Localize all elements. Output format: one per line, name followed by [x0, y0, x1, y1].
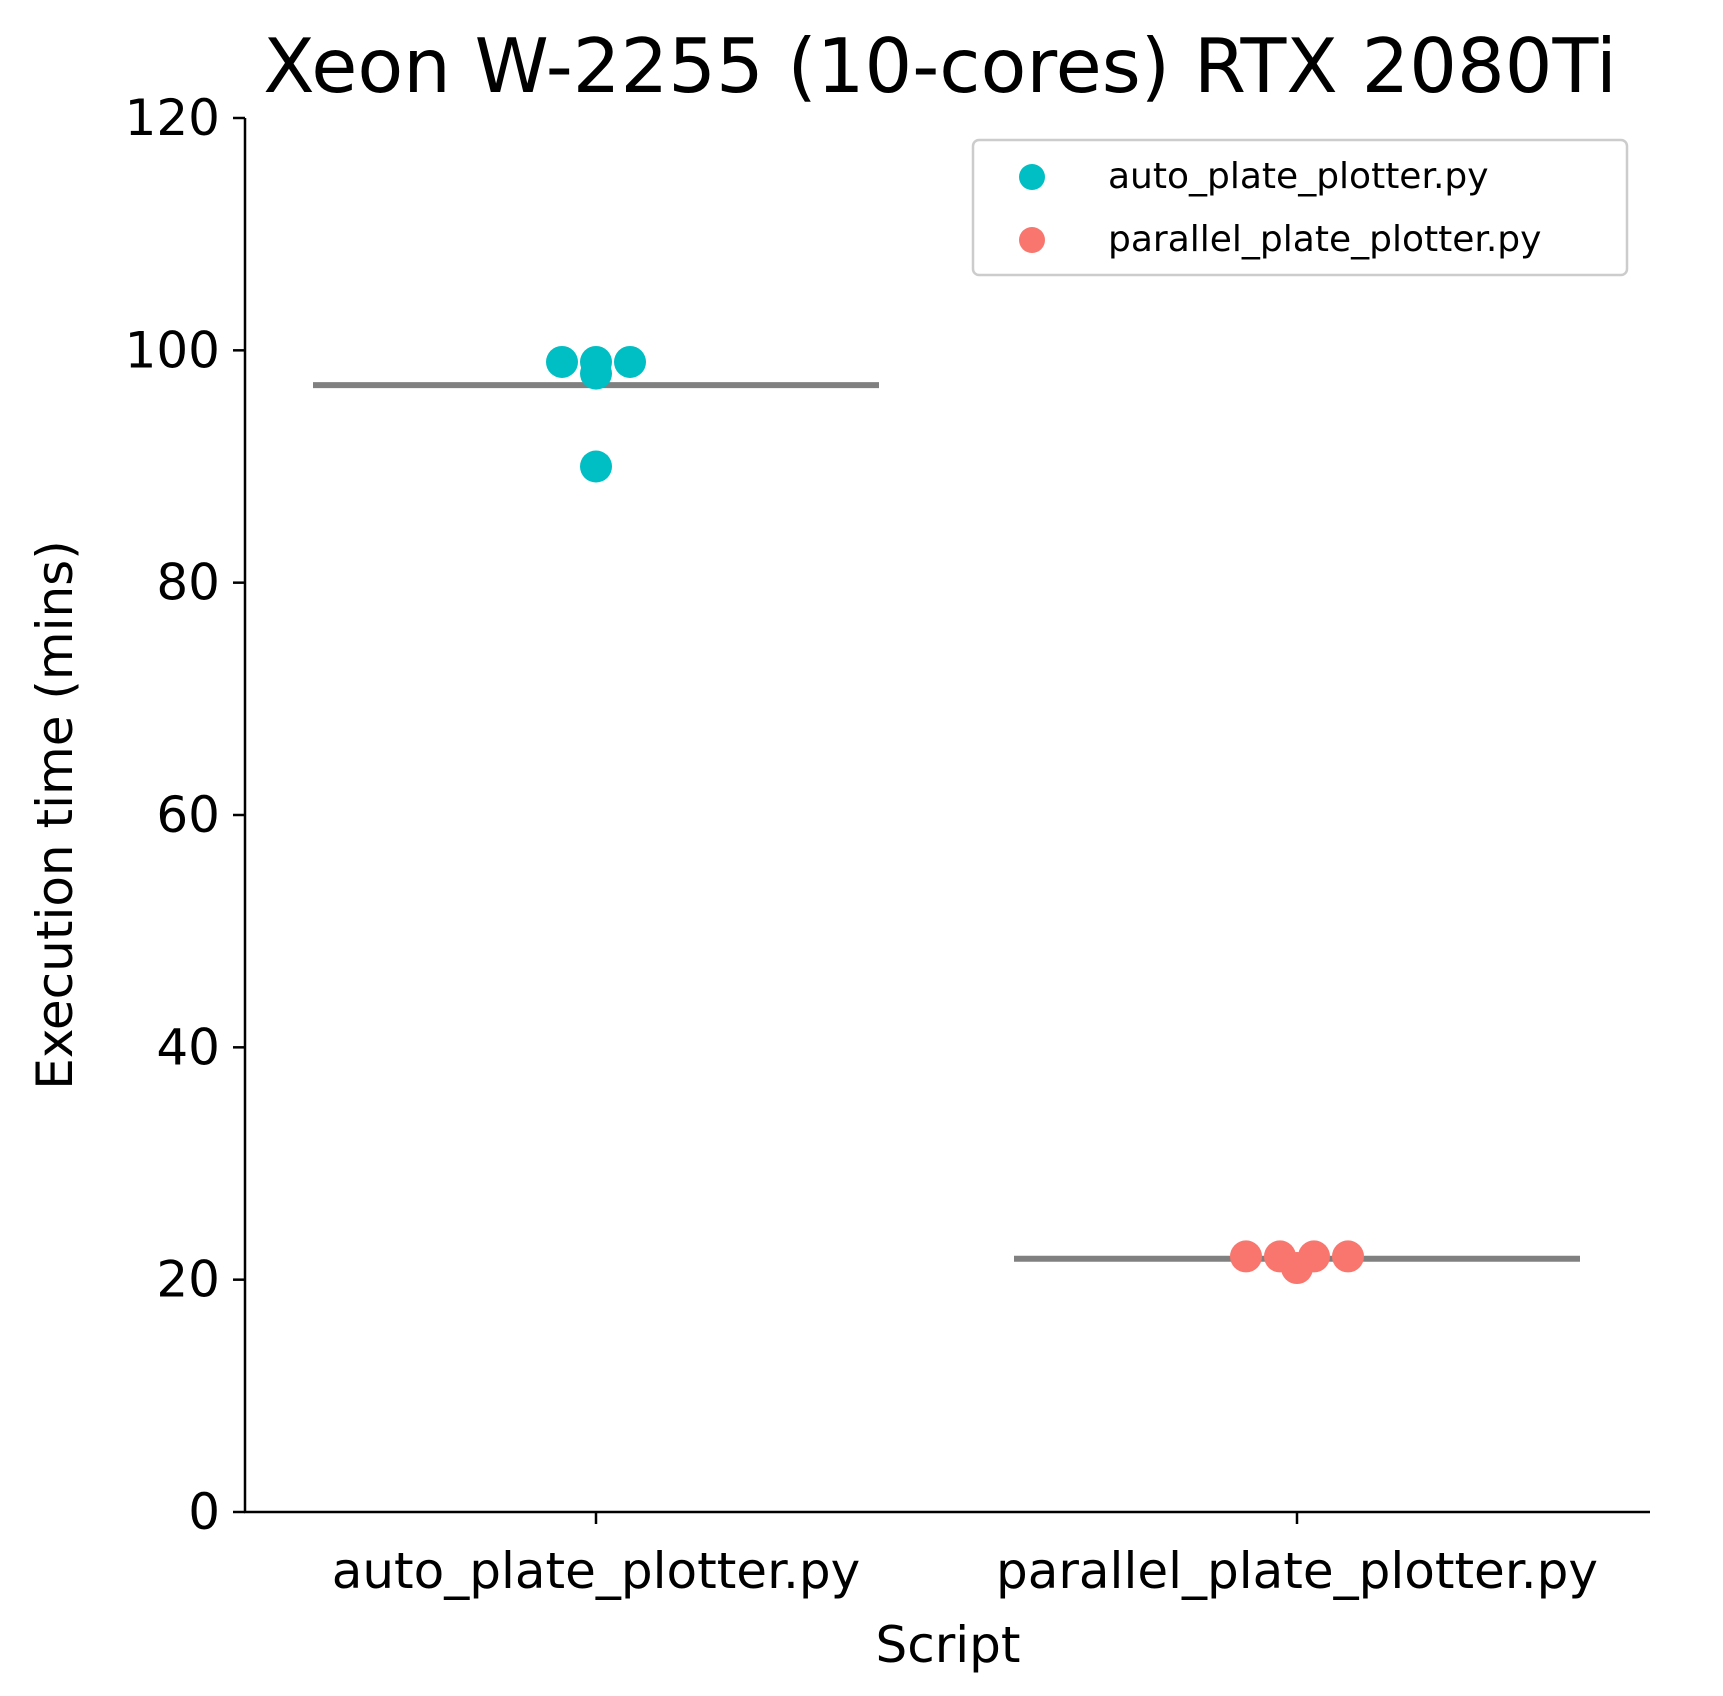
legend-marker-auto	[1019, 164, 1045, 190]
legend-marker-parallel	[1019, 227, 1045, 253]
data-point	[580, 450, 612, 483]
y-tick-label: 60	[156, 786, 220, 844]
data-point	[580, 357, 612, 390]
y-tick-label: 100	[125, 321, 220, 379]
x-tick-label: auto_plate_plotter.py	[332, 1542, 861, 1600]
y-axis-label: Execution time (mins)	[26, 540, 84, 1089]
legend-frame	[971, 138, 1629, 277]
x-axis-label: Script	[875, 1616, 1020, 1674]
y-axis-ticks: 0 20 40 60 80 100 120	[125, 89, 245, 1541]
chart-title: Xeon W-2255 (10-cores) RTX 2080Ti	[263, 22, 1617, 110]
legend: auto_plate_plotter.py parallel_plate_plo…	[971, 138, 1629, 277]
y-tick-label: 80	[156, 554, 220, 612]
data-point	[614, 345, 646, 378]
data-point	[1332, 1240, 1364, 1273]
data-point	[1230, 1240, 1262, 1273]
data-point	[546, 345, 578, 378]
legend-label-parallel: parallel_plate_plotter.py	[1108, 219, 1541, 260]
data-point	[1298, 1240, 1330, 1273]
y-tick-label: 0	[188, 1483, 220, 1541]
legend-label-auto: auto_plate_plotter.py	[1108, 156, 1489, 197]
x-axis-ticks: auto_plate_plotter.py parallel_plate_plot…	[332, 1512, 1598, 1600]
y-tick-label: 120	[125, 89, 220, 147]
y-tick-label: 20	[156, 1251, 220, 1309]
plot-area	[313, 345, 1580, 1285]
y-tick-label: 40	[156, 1018, 220, 1076]
x-tick-label: parallel_plate_plotter.py	[996, 1542, 1598, 1600]
